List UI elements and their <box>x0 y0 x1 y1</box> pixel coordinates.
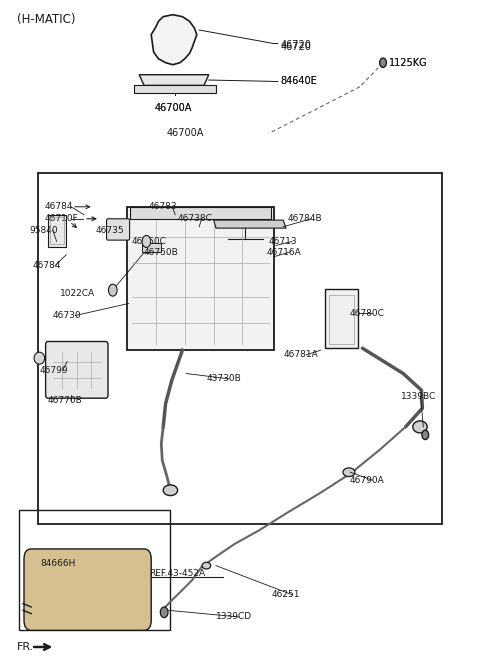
Text: 46784B: 46784B <box>288 214 323 223</box>
Ellipse shape <box>413 421 427 433</box>
Circle shape <box>422 430 429 440</box>
Text: 46716A: 46716A <box>266 247 301 257</box>
Ellipse shape <box>202 562 211 569</box>
Text: 46784: 46784 <box>45 202 73 211</box>
Bar <box>19 510 170 630</box>
FancyBboxPatch shape <box>46 342 108 398</box>
Text: 46700A: 46700A <box>154 103 192 113</box>
Text: 46799: 46799 <box>39 366 68 376</box>
Bar <box>325 289 358 348</box>
Text: (H-MATIC): (H-MATIC) <box>17 13 75 26</box>
Text: 46790A: 46790A <box>349 476 384 485</box>
Text: 95840: 95840 <box>30 225 59 235</box>
Ellipse shape <box>343 468 355 476</box>
Text: 46781A: 46781A <box>283 350 318 360</box>
Text: 84640E: 84640E <box>281 77 318 86</box>
Text: 46730: 46730 <box>53 311 82 320</box>
Text: 46713: 46713 <box>269 237 298 246</box>
Text: 46735: 46735 <box>96 225 125 235</box>
Text: FR.: FR. <box>17 642 34 652</box>
Text: 1339CD: 1339CD <box>216 612 252 622</box>
Bar <box>142 243 161 252</box>
Ellipse shape <box>163 485 178 496</box>
Text: 46720: 46720 <box>281 42 312 51</box>
Polygon shape <box>139 75 209 85</box>
Circle shape <box>160 607 168 618</box>
Bar <box>48 215 66 247</box>
Bar <box>50 217 64 244</box>
Text: REF.43-452A: REF.43-452A <box>149 569 205 578</box>
Bar <box>38 173 442 524</box>
Circle shape <box>380 58 386 67</box>
Text: 46783: 46783 <box>149 202 178 211</box>
Text: 84640E: 84640E <box>281 77 318 86</box>
Text: 1022CA: 1022CA <box>60 289 95 298</box>
Text: 46710F: 46710F <box>45 214 78 223</box>
Circle shape <box>108 284 117 296</box>
Bar <box>329 295 354 344</box>
Polygon shape <box>151 15 197 65</box>
Polygon shape <box>214 220 286 228</box>
FancyBboxPatch shape <box>107 219 130 240</box>
Text: 46770B: 46770B <box>48 396 83 405</box>
Text: 46251: 46251 <box>271 590 300 600</box>
Text: 46700A: 46700A <box>166 129 204 138</box>
Text: 84666H: 84666H <box>41 559 76 568</box>
Text: 46750B: 46750B <box>144 247 179 257</box>
Text: 1339BC: 1339BC <box>401 392 436 401</box>
FancyBboxPatch shape <box>24 549 151 630</box>
Text: 46780C: 46780C <box>349 309 384 318</box>
Ellipse shape <box>34 352 45 364</box>
Polygon shape <box>134 85 216 93</box>
Text: 43730B: 43730B <box>206 374 241 384</box>
Bar <box>127 207 274 350</box>
Text: 46784: 46784 <box>33 261 61 270</box>
Text: 1125KG: 1125KG <box>389 58 427 67</box>
Circle shape <box>142 235 151 247</box>
Text: 46700A: 46700A <box>154 103 192 113</box>
Bar <box>130 207 271 219</box>
Text: 1125KG: 1125KG <box>389 58 427 67</box>
Text: 46738C: 46738C <box>178 214 213 223</box>
Text: 46720: 46720 <box>281 40 312 49</box>
Text: 46760C: 46760C <box>132 237 167 246</box>
